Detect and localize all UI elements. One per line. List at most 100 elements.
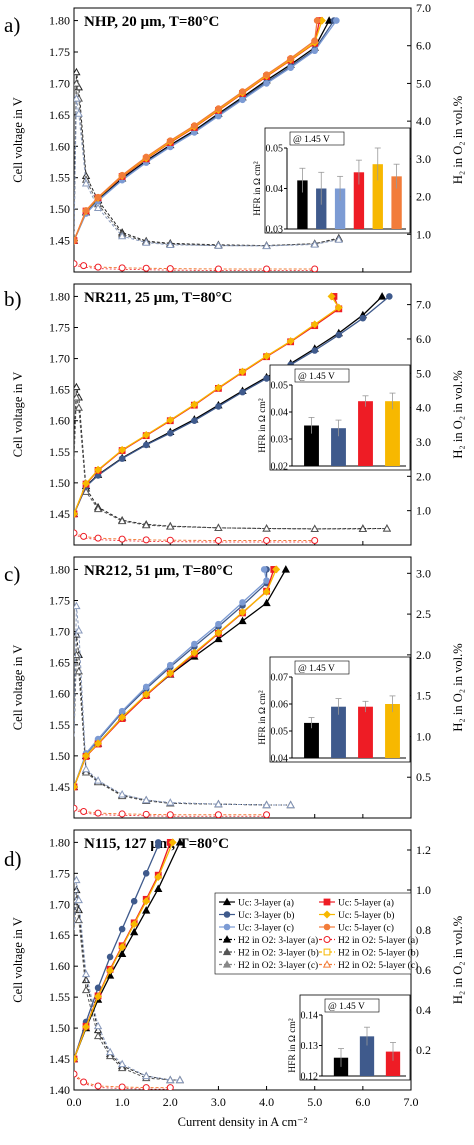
uc-point bbox=[191, 417, 198, 425]
uc-point bbox=[106, 953, 114, 961]
y-tick-label: 1.50 bbox=[49, 476, 70, 490]
h2-3layer-point bbox=[74, 895, 83, 904]
x-tick-label: 5.0 bbox=[307, 1095, 322, 1109]
h2-3layer-point bbox=[74, 392, 81, 401]
uc-point bbox=[130, 897, 138, 905]
y2-tick-label: 2.0 bbox=[416, 190, 431, 204]
h2-3layer-point bbox=[382, 524, 392, 532]
inset-y-tick-label: 0.13 bbox=[301, 1041, 319, 1052]
y-tick-label: 1.45 bbox=[49, 780, 70, 794]
uc-point bbox=[311, 347, 319, 354]
y2-tick-label: 0.6 bbox=[416, 963, 431, 977]
h2-3layer-point bbox=[105, 1051, 115, 1060]
y2-tick-label: 5.0 bbox=[416, 76, 431, 90]
uc-point bbox=[118, 942, 127, 952]
uc-point bbox=[311, 37, 319, 44]
h2-5layer-point bbox=[118, 264, 126, 272]
h2-5layer-point bbox=[311, 265, 319, 272]
h2-3layer-point bbox=[310, 240, 319, 248]
h2-3layer-point bbox=[142, 795, 151, 804]
inset-hfr: 0.12 0.13 0.14 @ 1.45 V HFR in Ω cm² bbox=[288, 994, 411, 1083]
plot-frame bbox=[73, 7, 412, 273]
uc-point bbox=[263, 71, 270, 78]
legend-label: H2 in O2: 5-layer (b) bbox=[338, 948, 419, 959]
uc-point bbox=[130, 927, 139, 936]
inset-bar bbox=[353, 172, 365, 229]
h2-5layer-point bbox=[94, 534, 102, 542]
legend-frame bbox=[214, 892, 412, 975]
h2-5layer-point bbox=[166, 536, 174, 544]
y-tick-label: 1.70 bbox=[49, 897, 70, 911]
y-tick-label: 1.45 bbox=[49, 1052, 70, 1066]
x-tick-label: 4.0 bbox=[259, 1095, 274, 1109]
uc-point bbox=[106, 966, 115, 975]
uc-point bbox=[82, 751, 91, 760]
h2-3layer-point bbox=[74, 626, 83, 634]
uc-point bbox=[118, 713, 127, 722]
h2-3layer-point bbox=[93, 504, 103, 513]
h2-5layer-point bbox=[166, 811, 174, 818]
uc-point bbox=[94, 992, 103, 1001]
x-tick-label: 0.0 bbox=[67, 1095, 82, 1109]
y-tick-label: 1.50 bbox=[49, 749, 70, 763]
h2-3layer-point bbox=[74, 67, 81, 76]
inset-bar bbox=[359, 1036, 375, 1076]
x-tick-label: 1.0 bbox=[115, 1095, 130, 1109]
h2-3layer-point bbox=[105, 1047, 115, 1056]
uc-point bbox=[215, 620, 222, 628]
h2-3layer-point bbox=[81, 969, 91, 978]
h2-5layer-point bbox=[118, 810, 126, 818]
uc-point bbox=[263, 375, 270, 382]
inset-bar bbox=[372, 164, 383, 229]
h2-3layer-point bbox=[93, 1021, 103, 1030]
legend-marker bbox=[322, 960, 332, 968]
h2-3layer-point bbox=[334, 235, 343, 243]
y2-tick-label: 6.0 bbox=[416, 39, 431, 53]
h2-3layer-point bbox=[286, 800, 295, 809]
h2-3layer-point bbox=[74, 905, 83, 914]
y-tick-label: 1.45 bbox=[49, 507, 70, 521]
data-layer bbox=[74, 838, 185, 1090]
uc-point bbox=[117, 949, 127, 957]
inset-y-tick-label: 0.06 bbox=[271, 700, 289, 711]
legend-label: H2 in O2: 3-layer (a) bbox=[238, 935, 318, 946]
inset-condition: @ 1.45 V bbox=[328, 1002, 365, 1012]
uc-point bbox=[272, 565, 281, 574]
y-tick-label: 1.40 bbox=[49, 1083, 70, 1097]
inset-y-tick-label: 0.12 bbox=[301, 1072, 319, 1083]
y2-tick-label: 1.0 bbox=[416, 227, 431, 241]
h2-3layer-point bbox=[81, 179, 91, 187]
uc-point bbox=[166, 137, 174, 144]
y-tick-label: 1.65 bbox=[49, 656, 70, 670]
legend-label: Uc: 3-layer (b) bbox=[238, 910, 294, 921]
uc-point bbox=[190, 400, 199, 409]
legend-marker bbox=[323, 936, 331, 943]
y-tick-label: 1.65 bbox=[49, 928, 70, 942]
uc-point bbox=[118, 445, 127, 454]
h2-5layer-line bbox=[74, 263, 315, 270]
h2-3layer-point bbox=[166, 1075, 175, 1084]
inset-bar bbox=[358, 706, 373, 758]
y2-tick-label: 1.0 bbox=[416, 504, 431, 518]
y2-tick-label: 0.4 bbox=[416, 1003, 431, 1017]
inset-y-tick-label: 0.07 bbox=[271, 673, 289, 684]
inset-y-tick-label: 0.05 bbox=[271, 381, 289, 392]
y-tick-label: 1.55 bbox=[49, 445, 70, 459]
legend-marker bbox=[323, 948, 331, 956]
inset-hfr: 0.02 0.03 0.04 0.05 @ 1.45 V HFR in Ω cm² bbox=[258, 364, 411, 473]
h2-3layer-line bbox=[74, 879, 180, 1081]
uc-point bbox=[142, 153, 150, 161]
uc-point bbox=[281, 565, 290, 573]
y-tick-label: 1.70 bbox=[49, 625, 70, 639]
uc-point bbox=[239, 388, 246, 396]
uc-point bbox=[154, 873, 163, 882]
uc-point bbox=[94, 465, 103, 474]
y2-tick-label: 0.8 bbox=[416, 923, 431, 937]
uc-point bbox=[215, 403, 222, 410]
h2-3layer-point bbox=[214, 523, 223, 531]
y-tick-label: 1.50 bbox=[49, 202, 70, 216]
y2-tick-label: 5.0 bbox=[416, 366, 431, 380]
uc-point bbox=[130, 920, 139, 929]
uc-point bbox=[377, 292, 387, 300]
